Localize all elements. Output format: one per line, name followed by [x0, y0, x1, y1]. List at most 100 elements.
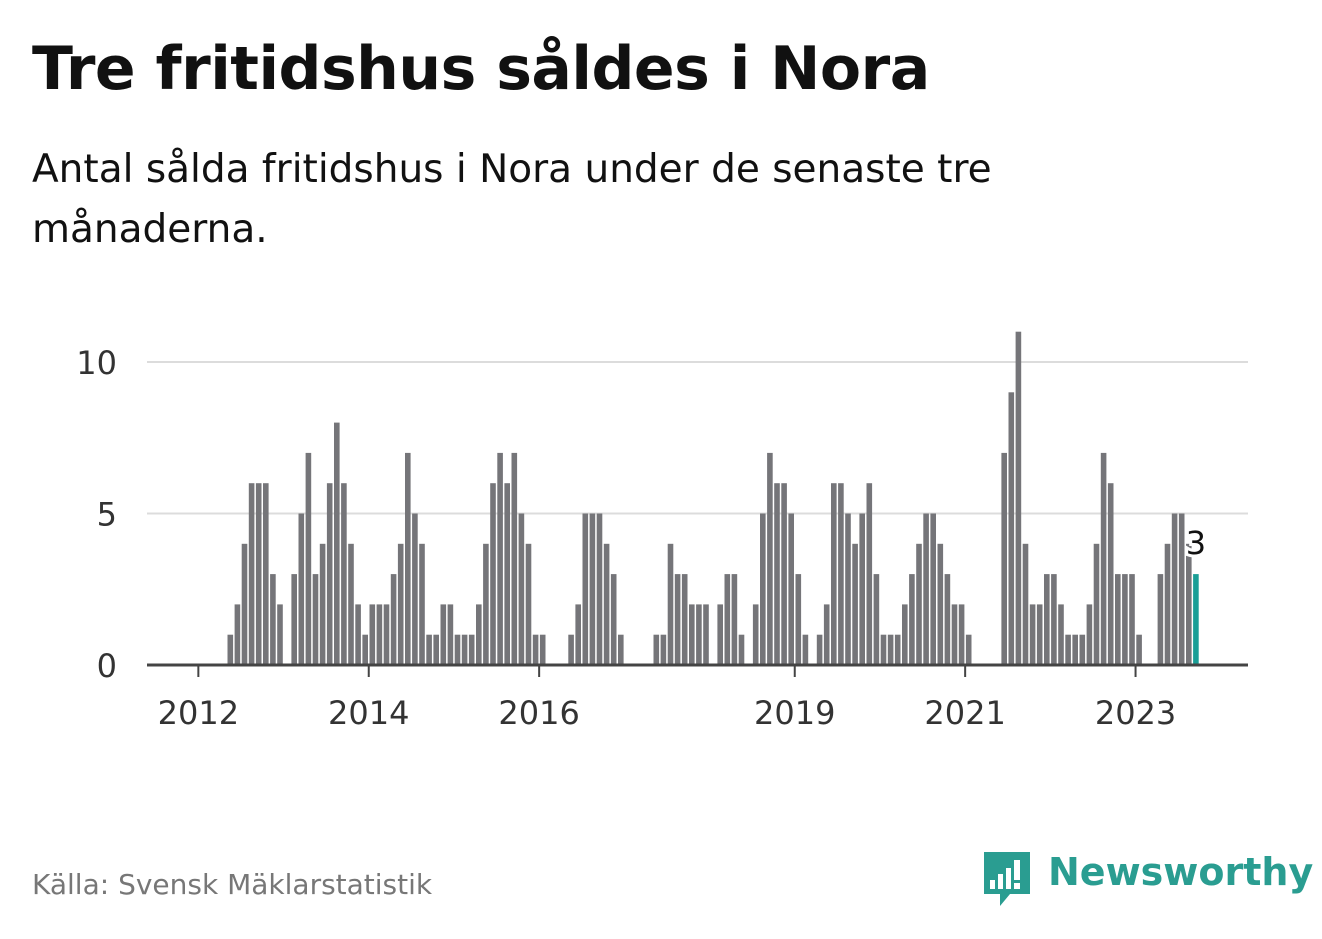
bar — [589, 513, 596, 665]
bar — [674, 574, 681, 665]
bar — [852, 543, 858, 665]
bar — [653, 634, 660, 665]
bar — [490, 483, 496, 665]
bar — [483, 543, 489, 665]
bar — [717, 604, 723, 665]
bar — [1115, 574, 1121, 665]
bar — [234, 604, 241, 665]
bar — [802, 634, 809, 665]
bar — [568, 634, 574, 665]
bar — [1171, 513, 1178, 665]
bar — [419, 543, 425, 665]
bar — [277, 604, 283, 665]
bar — [667, 543, 674, 665]
bar — [291, 574, 297, 665]
bar — [1065, 634, 1071, 665]
bar — [582, 513, 589, 665]
bar — [838, 483, 844, 665]
bar — [902, 604, 908, 665]
bar — [355, 604, 361, 665]
bar — [461, 634, 468, 665]
bar — [859, 513, 865, 665]
bar — [305, 452, 312, 665]
bar — [923, 513, 929, 665]
bar — [1001, 452, 1007, 665]
bar — [788, 513, 794, 665]
bar — [248, 483, 255, 665]
bar — [468, 634, 475, 665]
bar — [532, 634, 539, 665]
bar — [405, 452, 411, 665]
gridlines — [147, 361, 1248, 515]
bar — [681, 574, 688, 665]
bar — [731, 574, 738, 665]
highlight-value-label: 3 — [1186, 524, 1206, 562]
bar — [1079, 634, 1086, 665]
bar — [1136, 634, 1142, 665]
source-note: Källa: Svensk Mäklarstatistik — [32, 868, 433, 901]
bar — [440, 604, 447, 665]
bar — [263, 483, 269, 665]
x-tick-label: 2012 — [158, 694, 239, 732]
bar — [476, 604, 482, 665]
x-tick-label: 2016 — [498, 694, 579, 732]
y-tick-label: 0 — [97, 647, 117, 685]
bar — [951, 604, 958, 665]
bar — [1058, 604, 1064, 665]
brand-logo[interactable]: Newsworthy — [980, 848, 1313, 912]
bar — [845, 513, 851, 665]
bar — [341, 483, 347, 665]
bar-highlight — [1193, 574, 1199, 665]
bar — [270, 574, 276, 665]
bar — [1093, 543, 1100, 665]
bar — [348, 543, 354, 665]
bar-series — [227, 331, 1199, 665]
bar — [1107, 483, 1114, 665]
bar — [618, 634, 624, 665]
newsworthy-chart-icon — [984, 852, 1030, 906]
bar — [894, 634, 901, 665]
bar — [937, 543, 944, 665]
bar — [1129, 574, 1135, 665]
bar — [525, 543, 532, 665]
chart-subtitle: Antal sålda fritidshus i Nora under de s… — [32, 147, 992, 252]
chart-title: Tre fritidshus såldes i Nora — [32, 34, 930, 104]
bar — [767, 452, 773, 665]
bar — [774, 483, 780, 665]
bar — [298, 513, 305, 665]
bar — [454, 634, 461, 665]
bar — [1022, 543, 1029, 665]
bar — [383, 604, 390, 665]
bar — [781, 483, 787, 665]
bar — [930, 513, 936, 665]
bar — [596, 513, 603, 665]
bar — [518, 513, 525, 665]
bar — [1186, 543, 1192, 665]
bar — [426, 634, 432, 665]
x-tick-label: 2023 — [1095, 694, 1176, 732]
bar — [390, 574, 397, 665]
bar — [696, 604, 702, 665]
bar — [965, 634, 972, 665]
bar — [319, 543, 326, 665]
bar — [397, 543, 404, 665]
bar — [831, 483, 837, 665]
bar — [447, 604, 454, 665]
bar — [369, 604, 376, 665]
bar — [227, 634, 234, 665]
bar — [738, 634, 745, 665]
brand-name: Newsworthy — [1048, 850, 1314, 894]
bar — [1051, 574, 1057, 665]
x-tick-label: 2019 — [754, 694, 835, 732]
bar — [1029, 604, 1036, 665]
bar — [511, 452, 518, 665]
bar — [752, 604, 759, 665]
bar — [362, 634, 368, 665]
bar — [916, 543, 922, 665]
bar — [660, 634, 667, 665]
y-tick-label: 5 — [97, 496, 117, 534]
bar — [866, 483, 873, 665]
bar — [873, 574, 880, 665]
bar — [689, 604, 695, 665]
bar — [1178, 513, 1185, 665]
